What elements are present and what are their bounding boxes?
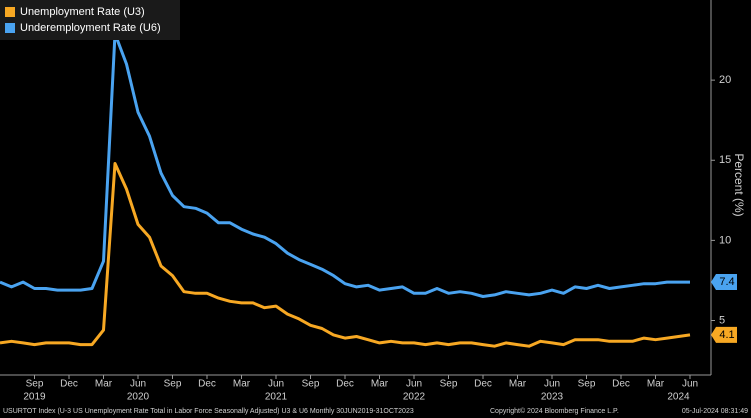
x-year-label: 2024 [667,392,690,403]
x-tick-label: Dec [612,379,630,390]
x-tick-label: Jun [544,379,560,390]
series-line [0,162,691,348]
x-tick-label: Mar [509,379,527,390]
x-tick-label: Mar [95,379,113,390]
legend-box [0,0,180,40]
y-axis-title: Percent (%) [732,153,746,216]
y-tick-label: 10 [719,234,731,246]
source-note: USURTOT Index (U-3 US Unemployment Rate … [3,408,414,415]
x-year-label: 2022 [403,392,426,403]
legend-label: Unemployment Rate (U3) [20,6,145,18]
last-value-label: 7.4 [719,276,734,288]
series-line [0,32,690,298]
x-tick-label: Dec [198,379,216,390]
value-tag [711,326,737,343]
y-tick-label: 20 [719,74,731,86]
y-tick-label: 15 [719,154,731,166]
x-year-label: 2021 [265,392,288,403]
x-tick-label: Jun [268,379,284,390]
x-tick-label: Jun [130,379,146,390]
x-year-label: 2019 [23,392,46,403]
x-tick-label: Sep [164,379,182,390]
x-tick-label: Dec [474,379,492,390]
value-tag [711,274,737,291]
x-tick-label: Sep [26,379,44,390]
x-tick-label: Jun [682,379,698,390]
x-tick-label: Dec [336,379,354,390]
x-tick-label: Sep [578,379,596,390]
legend-swatch [5,7,15,17]
x-tick-label: Sep [440,379,458,390]
x-tick-label: Sep [302,379,320,390]
copyright: Copyright© 2024 Bloomberg Finance L.P. [490,407,619,415]
y-tick-label: 5 [719,314,725,326]
x-tick-label: Jun [406,379,422,390]
x-tick-label: Mar [371,379,389,390]
legend-swatch [5,23,15,33]
x-tick-label: Mar [647,379,665,390]
legend-label: Underemployment Rate (U6) [20,22,161,34]
x-year-label: 2020 [127,392,150,403]
last-value-label: 4.1 [719,329,734,341]
x-year-label: 2023 [541,392,564,403]
x-tick-label: Dec [60,379,78,390]
timestamp: 05-Jul-2024 08:31:49 [682,408,748,415]
x-tick-label: Mar [233,379,251,390]
